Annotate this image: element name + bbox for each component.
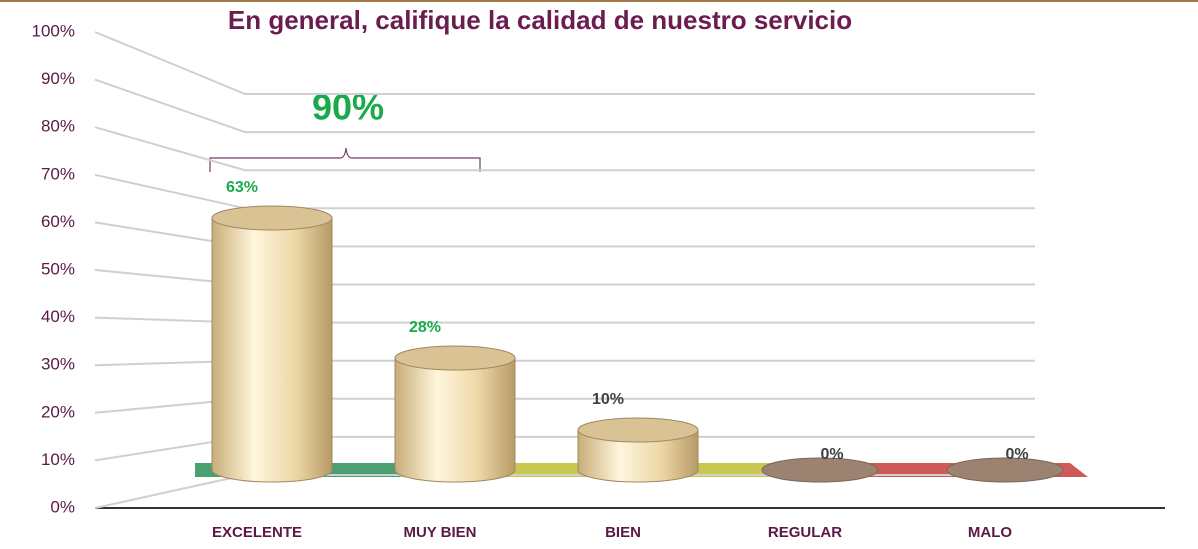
bar-top xyxy=(577,417,699,443)
grid-line xyxy=(94,31,1035,95)
y-tick-label: 100% xyxy=(32,21,75,40)
x-tick-label: EXCELENTE xyxy=(212,524,302,541)
bar-top xyxy=(211,205,333,231)
y-tick-label: 80% xyxy=(41,117,75,136)
annotation: 90% xyxy=(312,87,384,128)
bar xyxy=(761,457,879,483)
bracket xyxy=(209,147,481,172)
x-tick-label: MUY BIEN xyxy=(403,524,476,541)
y-tick-label: 70% xyxy=(41,164,75,183)
bar xyxy=(577,429,699,483)
y-tick-label: 90% xyxy=(41,69,75,88)
value-label: 10% xyxy=(592,391,624,408)
y-tick-label: 40% xyxy=(41,307,75,326)
y-tick-label: 0% xyxy=(50,497,75,516)
y-tick-label: 30% xyxy=(41,355,75,374)
bar-top xyxy=(394,345,516,371)
value-label: 0% xyxy=(1005,446,1028,463)
y-tick-label: 50% xyxy=(41,259,75,278)
x-tick-label: MALO xyxy=(968,524,1012,541)
value-label: 28% xyxy=(409,319,441,336)
bar xyxy=(394,357,516,483)
grid-line xyxy=(94,78,1035,134)
x-tick-label: REGULAR xyxy=(768,524,842,541)
y-tick-label: 60% xyxy=(41,212,75,231)
bar xyxy=(211,217,333,483)
value-label: 63% xyxy=(226,179,258,196)
chart-title: En general, califique la calidad de nues… xyxy=(228,5,852,35)
bar xyxy=(946,457,1064,483)
y-tick-label: 20% xyxy=(41,402,75,421)
y-tick-label: 10% xyxy=(41,450,75,469)
grid-line xyxy=(94,126,1035,172)
value-label: 0% xyxy=(820,446,843,463)
x-tick-label: BIEN xyxy=(605,524,641,541)
